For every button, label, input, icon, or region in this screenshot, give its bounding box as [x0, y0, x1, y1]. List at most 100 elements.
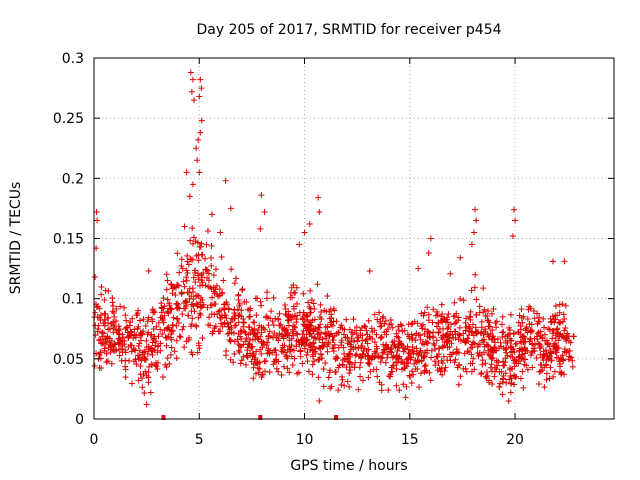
data-point: [377, 320, 384, 327]
data-point: [551, 368, 558, 375]
data-point: [251, 331, 258, 338]
data-point: [423, 340, 430, 347]
data-point: [189, 76, 196, 83]
data-point: [546, 343, 553, 350]
data-point: [488, 355, 495, 362]
data-point: [432, 362, 439, 369]
data-point: [333, 330, 340, 337]
data-point: [97, 349, 104, 356]
data-point: [455, 314, 462, 321]
data-point: [352, 352, 359, 359]
data-point: [379, 350, 386, 357]
data-point: [527, 329, 534, 336]
data-point: [484, 312, 491, 319]
data-point: [329, 333, 336, 340]
data-point: [448, 340, 455, 347]
data-point: [222, 177, 229, 184]
data-point: [361, 322, 368, 329]
data-point: [467, 360, 474, 367]
data-point: [97, 317, 104, 324]
data-point: [276, 310, 283, 317]
data-point: [181, 283, 188, 290]
data-point: [122, 366, 129, 373]
data-point: [289, 294, 296, 301]
data-point: [478, 318, 485, 325]
data-point: [337, 324, 344, 331]
data-point: [301, 229, 308, 236]
data-point: [308, 297, 315, 304]
data-point: [435, 320, 442, 327]
data-point: [168, 306, 175, 313]
data-point: [231, 280, 238, 287]
data-point: [548, 357, 555, 364]
data-point: [288, 284, 295, 291]
data-point: [148, 347, 155, 354]
data-point: [447, 270, 454, 277]
data-point: [537, 361, 544, 368]
data-point: [183, 169, 190, 176]
data-point: [240, 315, 247, 322]
data-point: [524, 366, 531, 373]
data-point: [511, 372, 518, 379]
data-point: [542, 347, 549, 354]
data-point: [284, 332, 291, 339]
data-point: [179, 265, 186, 272]
data-point: [541, 331, 548, 338]
data-point: [433, 308, 440, 315]
data-point: [470, 355, 477, 362]
data-point: [472, 328, 479, 335]
data-point: [457, 373, 464, 380]
data-point: [406, 346, 413, 353]
data-point: [432, 346, 439, 353]
data-point: [395, 341, 402, 348]
data-point: [216, 307, 223, 314]
data-point: [307, 305, 314, 312]
data-point: [400, 381, 407, 388]
data-point: [549, 335, 556, 342]
data-point: [507, 380, 514, 387]
data-point: [520, 356, 527, 363]
data-point: [360, 377, 367, 384]
data-point: [401, 345, 408, 352]
data-point: [133, 312, 140, 319]
data-point: [208, 211, 215, 218]
data-point: [512, 217, 519, 224]
data-point: [316, 336, 323, 343]
data-point: [451, 313, 458, 320]
data-point: [471, 229, 477, 236]
data-point: [185, 336, 192, 343]
data-point: [507, 372, 514, 379]
data-point: [168, 281, 175, 288]
data-point: [424, 350, 431, 357]
gap-marker: [334, 415, 339, 420]
data-point: [369, 328, 376, 335]
data-point: [208, 255, 215, 262]
data-point: [228, 324, 235, 331]
data-point: [301, 341, 308, 348]
data-point: [508, 344, 515, 351]
data-point: [117, 303, 124, 310]
data-point: [408, 380, 415, 387]
data-point: [271, 347, 278, 354]
data-point: [99, 333, 106, 340]
data-point: [460, 297, 467, 304]
data-point: [481, 306, 488, 313]
y-tick-label: 0.3: [62, 51, 84, 67]
data-point: [418, 370, 425, 377]
data-point: [309, 361, 316, 368]
data-point: [475, 352, 482, 359]
data-point: [187, 69, 194, 76]
data-point: [247, 305, 254, 312]
data-point: [425, 311, 432, 318]
data-point: [339, 376, 346, 383]
data-point: [443, 338, 450, 345]
data-point: [318, 329, 324, 336]
data-point: [243, 335, 250, 342]
data-point: [171, 284, 178, 291]
data-point: [125, 334, 132, 341]
data-point: [518, 314, 525, 321]
data-point: [283, 353, 290, 360]
data-point: [174, 250, 181, 257]
data-point: [327, 385, 334, 392]
